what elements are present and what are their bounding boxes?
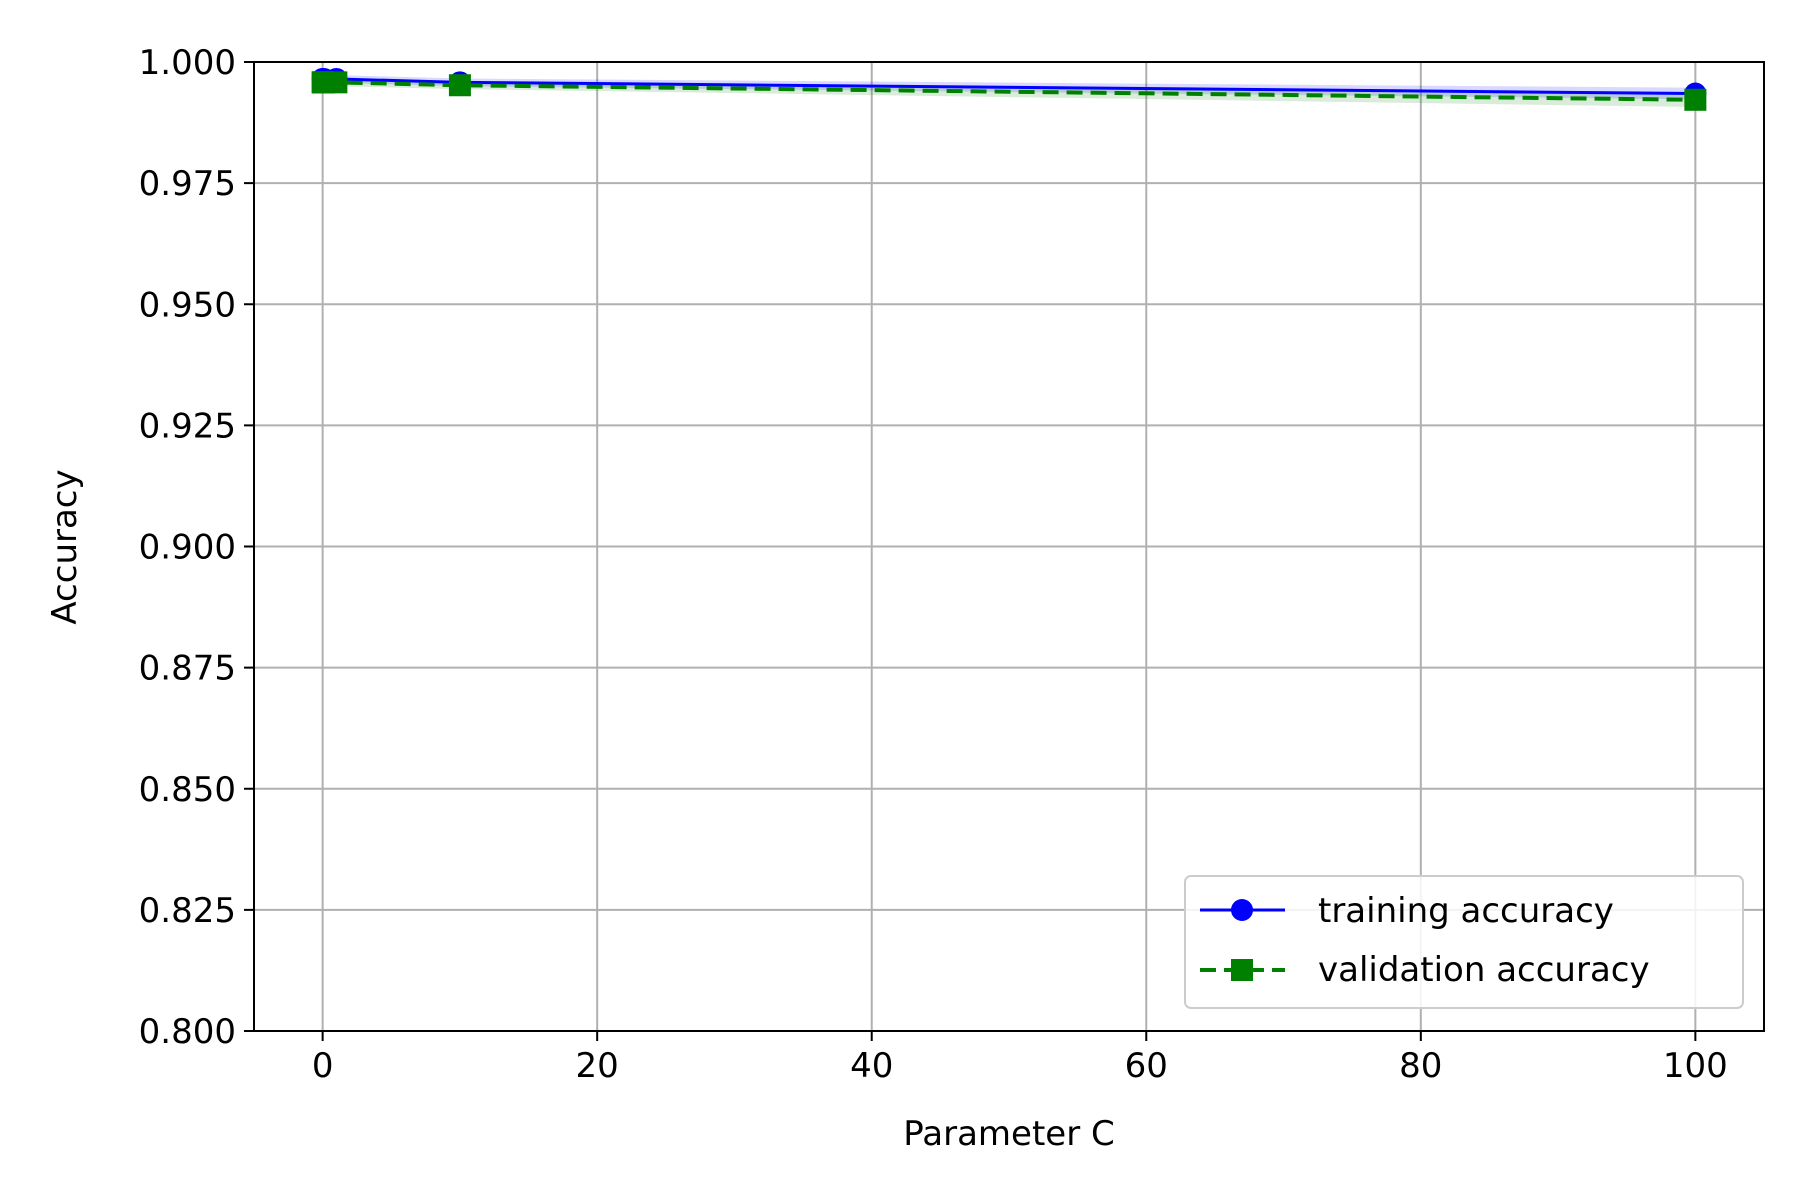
y-axis-ticks: 0.800 0.825 0.850 0.875 0.900 0.925 0.950 0.975… [139, 43, 254, 1052]
series-markers [311, 67, 1707, 111]
y-tick-label: 0.950 [139, 285, 236, 325]
legend-marker-validation [1231, 959, 1253, 981]
legend-label-validation: validation accuracy [1318, 950, 1650, 990]
y-tick-label: 0.925 [139, 406, 236, 446]
y-tick-label: 0.900 [139, 528, 236, 568]
x-tick-label: 0 [312, 1046, 334, 1086]
y-tick-label: 1.000 [139, 43, 236, 83]
x-tick-label: 100 [1663, 1046, 1728, 1086]
point-validation [1684, 88, 1707, 111]
legend-box [1184, 875, 1744, 1009]
y-tick-label: 0.850 [139, 770, 236, 810]
y-tick-label: 0.825 [139, 891, 236, 931]
x-tick-label: 20 [576, 1046, 619, 1086]
legend-marker-training [1231, 899, 1253, 921]
point-validation [325, 71, 348, 94]
x-tick-label: 80 [1399, 1046, 1442, 1086]
y-tick-label: 0.875 [139, 649, 236, 689]
y-tick-label: 0.800 [139, 1012, 236, 1052]
legend-label-training: training accuracy [1318, 891, 1614, 931]
x-tick-label: 40 [850, 1046, 893, 1086]
y-tick-label: 0.975 [139, 164, 236, 204]
y-axis-label: Accuracy [45, 469, 85, 624]
x-axis-label: Parameter C [903, 1114, 1114, 1154]
point-validation [448, 74, 471, 97]
legend: training accuracy validation accuracy [1184, 875, 1744, 1009]
x-axis-ticks: 0 20 40 60 80 100 [312, 1031, 1728, 1086]
grid [254, 61, 1764, 1032]
x-tick-label: 60 [1125, 1046, 1168, 1086]
